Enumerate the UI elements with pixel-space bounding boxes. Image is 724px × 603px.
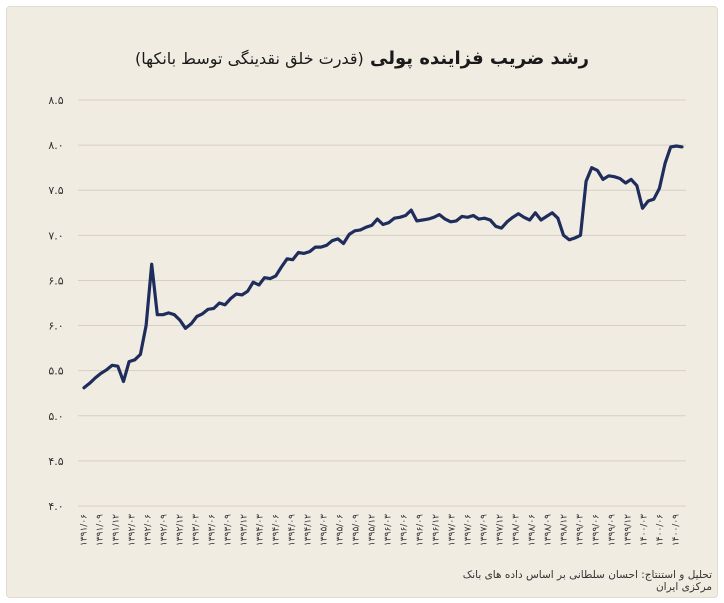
x-tick-label: ۱۳۹۴/۰۹ — [288, 514, 298, 546]
x-tick-label: ۱۳۹۶/۰۳ — [384, 514, 394, 546]
y-tick-label: ۵.۵ — [48, 365, 63, 378]
x-tick-label: ۱۴۰۰/۰۹ — [672, 514, 682, 546]
x-tick-label: ۱۳۹۴/۰۳ — [256, 514, 266, 546]
chart-title: رشد ضریب فزاینده پولی (قدرت خلق نقدینگی … — [0, 48, 724, 69]
x-tick-label: ۱۳۹۷/۰۹ — [480, 514, 490, 546]
x-tick-label: ۱۳۹۸/۰۶ — [528, 514, 538, 546]
x-tick-label: ۱۳۹۳/۰۹ — [224, 514, 234, 546]
x-tick-label: ۱۳۹۴/۱۲ — [304, 514, 314, 546]
x-tick-label: ۱۳۹۴/۰۶ — [272, 514, 282, 546]
source-note: تحلیل و استنتاج: احسان سلطانی بر اساس دا… — [462, 569, 712, 593]
x-tick-label: ۱۳۹۶/۱۲ — [432, 514, 442, 546]
x-tick-label: ۱۳۹۵/۱۲ — [368, 514, 378, 546]
x-tick-label: ۱۳۹۱/۰۶ — [80, 514, 90, 546]
x-tick-label: ۱۳۹۵/۰۶ — [336, 514, 346, 546]
y-tick-label: ۴.۰ — [48, 500, 63, 513]
x-tick-label: ۱۳۹۳/۱۲ — [240, 514, 250, 546]
x-tick-label: ۱۳۹۸/۱۲ — [560, 514, 570, 546]
x-tick-label: ۱۳۹۷/۰۳ — [448, 514, 458, 546]
x-tick-label: ۱۴۰۰/۰۶ — [656, 514, 666, 546]
series-line — [82, 144, 684, 390]
y-tick-label: ۶.۵ — [48, 274, 63, 287]
x-tick-label: ۱۳۹۶/۰۶ — [400, 514, 410, 546]
x-tick-label: ۱۳۹۸/۰۳ — [512, 514, 522, 546]
x-tick-label: ۱۳۹۱/۰۹ — [96, 514, 106, 546]
y-tick-label: ۸.۵ — [48, 94, 63, 107]
y-tick-label: ۶.۰ — [48, 320, 63, 333]
x-tick-label: ۱۳۹۹/۰۳ — [576, 514, 586, 546]
subtitle-text: (قدرت خلق نقدینگی توسط بانکها) — [134, 49, 364, 68]
x-tick-label: ۱۳۹۳/۰۶ — [208, 514, 218, 546]
chart-frame — [6, 6, 718, 598]
x-tick-label: ۱۳۹۷/۱۲ — [496, 514, 506, 546]
x-tick-label: ۱۳۹۸/۰۹ — [544, 514, 554, 546]
x-tick-label: ۱۳۹۵/۰۹ — [352, 514, 362, 546]
x-tick-label: ۱۳۹۹/۱۲ — [624, 514, 634, 546]
x-tick-label: ۱۴۰۰/۰۳ — [640, 514, 650, 546]
x-tick-label: ۱۳۹۲/۰۶ — [144, 514, 154, 546]
y-tick-label: ۷.۰ — [48, 229, 63, 242]
y-tick-label: ۸.۰ — [48, 139, 63, 152]
x-tick-label: ۱۳۹۱/۱۲ — [112, 514, 122, 546]
y-tick-label: ۵.۰ — [48, 410, 63, 423]
x-tick-label: ۱۳۹۷/۰۶ — [464, 514, 474, 546]
y-tick-label: ۷.۵ — [48, 184, 63, 197]
x-tick-label: ۱۳۹۲/۰۳ — [128, 514, 138, 546]
x-tick-label: ۱۳۹۶/۰۹ — [416, 514, 426, 546]
y-tick-label: ۴.۵ — [48, 455, 63, 468]
x-tick-label: ۱۳۹۹/۰۹ — [608, 514, 618, 546]
x-tick-label: ۱۳۹۹/۰۶ — [592, 514, 602, 546]
x-tick-label: ۱۳۹۵/۰۳ — [320, 514, 330, 546]
title-text: رشد ضریب فزاینده پولی — [370, 48, 590, 69]
x-tick-label: ۱۳۹۳/۰۳ — [192, 514, 202, 546]
x-tick-label: ۱۳۹۲/۱۲ — [176, 514, 186, 546]
x-tick-label: ۱۳۹۲/۰۹ — [160, 514, 170, 546]
